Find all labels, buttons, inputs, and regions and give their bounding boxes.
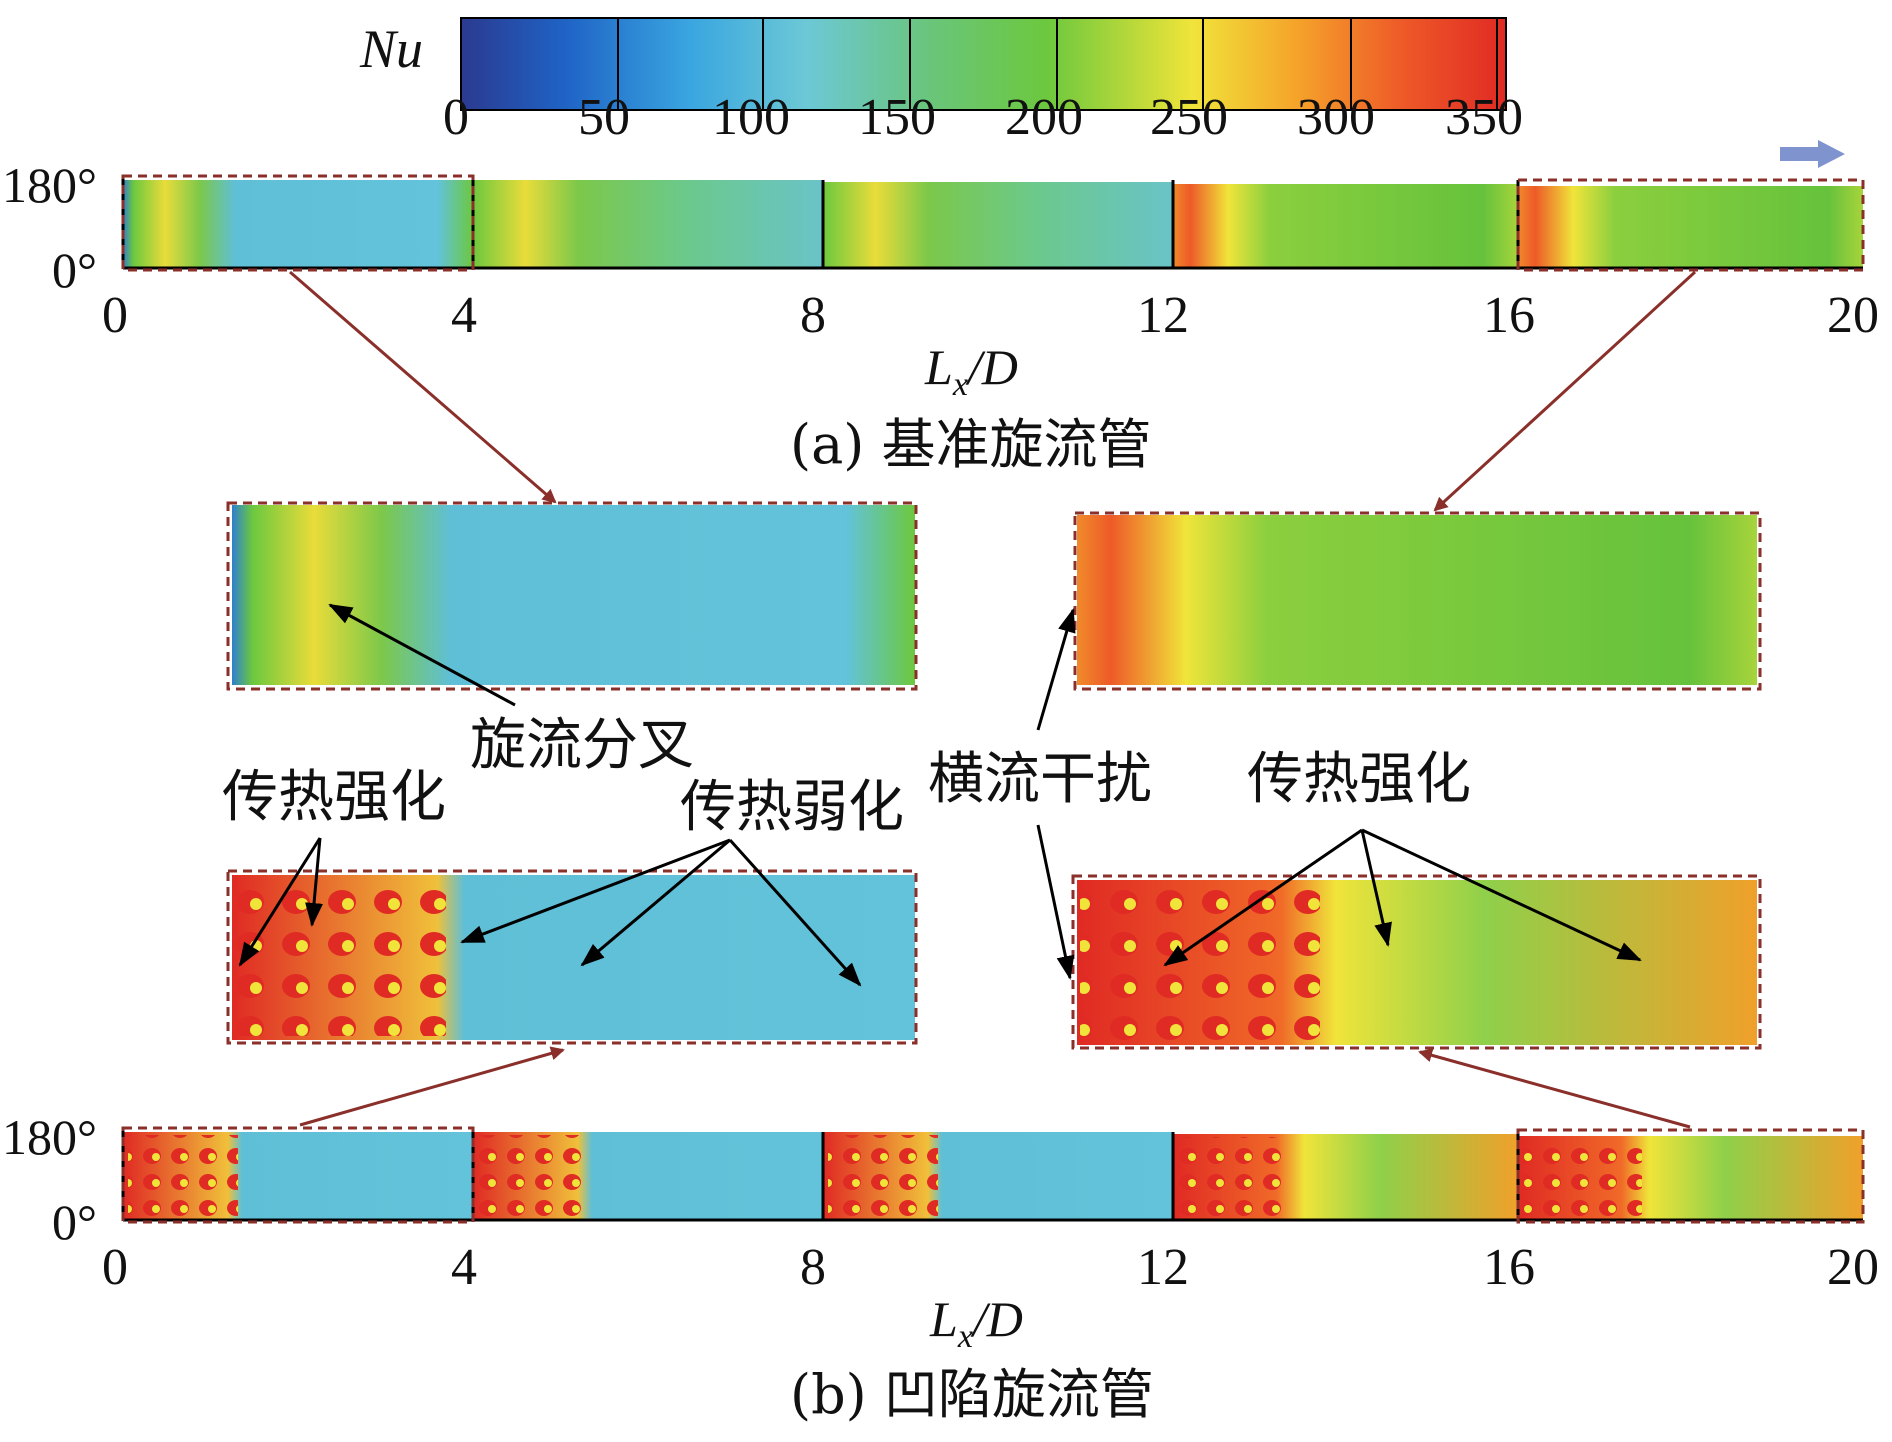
colorbar-tick: 250	[1150, 89, 1228, 146]
panel-a-strip	[121, 174, 1865, 272]
panel-b-x-tick: 20	[1827, 1239, 1879, 1296]
colorbar-tick: 0	[443, 89, 469, 146]
colorbar-tick: 300	[1297, 89, 1375, 146]
panel-a-x-tick: 4	[451, 287, 477, 344]
panel-b-strip	[121, 1126, 1865, 1224]
zoom-a-left	[226, 501, 918, 691]
panel-b-angle-bottom: 0°	[52, 1194, 97, 1250]
panel-b-x-tick: 12	[1137, 1239, 1189, 1296]
panel-a-angle-top: 180°	[2, 157, 97, 213]
annotation-swirl-bifurcation: 旋流分叉	[470, 713, 694, 778]
colorbar-tick: 100	[712, 89, 790, 146]
zoom-a-right	[1073, 511, 1762, 691]
colorbar-label: Nu	[360, 19, 424, 79]
panel-b-x-tick: 8	[800, 1239, 826, 1296]
panel-a-angle-bottom: 0°	[52, 242, 97, 298]
colorbar	[460, 17, 1507, 111]
colorbar-tick: 50	[578, 89, 630, 146]
panel-b-x-tick: 4	[451, 1239, 477, 1296]
panel-b-x-tick: 0	[102, 1239, 128, 1296]
panel-a-x-tick: 12	[1137, 287, 1189, 344]
connector-arrows	[289, 270, 1697, 1129]
colorbar-tick: 150	[858, 89, 936, 146]
annotation-arrows	[238, 603, 1642, 987]
annotation-heat-enhance-right: 传热强化	[1247, 747, 1471, 812]
zoom-b-left	[226, 869, 918, 1045]
panel-b-x-label: Lx/D	[930, 1291, 1023, 1355]
zoom-b-right	[1071, 874, 1762, 1050]
panel-a-x-tick: 0	[102, 287, 128, 344]
panel-b-caption: (b) 凹陷旋流管	[790, 1363, 1154, 1426]
panel-a-x-tick: 16	[1483, 287, 1535, 344]
panel-b-angle-top: 180°	[2, 1109, 97, 1165]
panel-a-x-tick: 8	[800, 287, 826, 344]
annotation-crossflow: 横流干扰	[928, 747, 1152, 812]
annotation-heat-weaken: 传热弱化	[680, 775, 904, 840]
annotation-heat-enhance-left: 传热强化	[222, 765, 446, 830]
panel-a-caption: (a) 基准旋流管	[790, 413, 1152, 476]
colorbar-tick: 350	[1445, 89, 1523, 146]
colorbar-tick: 200	[1005, 89, 1083, 146]
panel-a-x-label: Lx/D	[925, 339, 1018, 403]
panel-a-x-tick: 20	[1827, 287, 1879, 344]
flow-direction-arrow-icon	[1780, 140, 1845, 168]
panel-b-x-tick: 16	[1483, 1239, 1535, 1296]
